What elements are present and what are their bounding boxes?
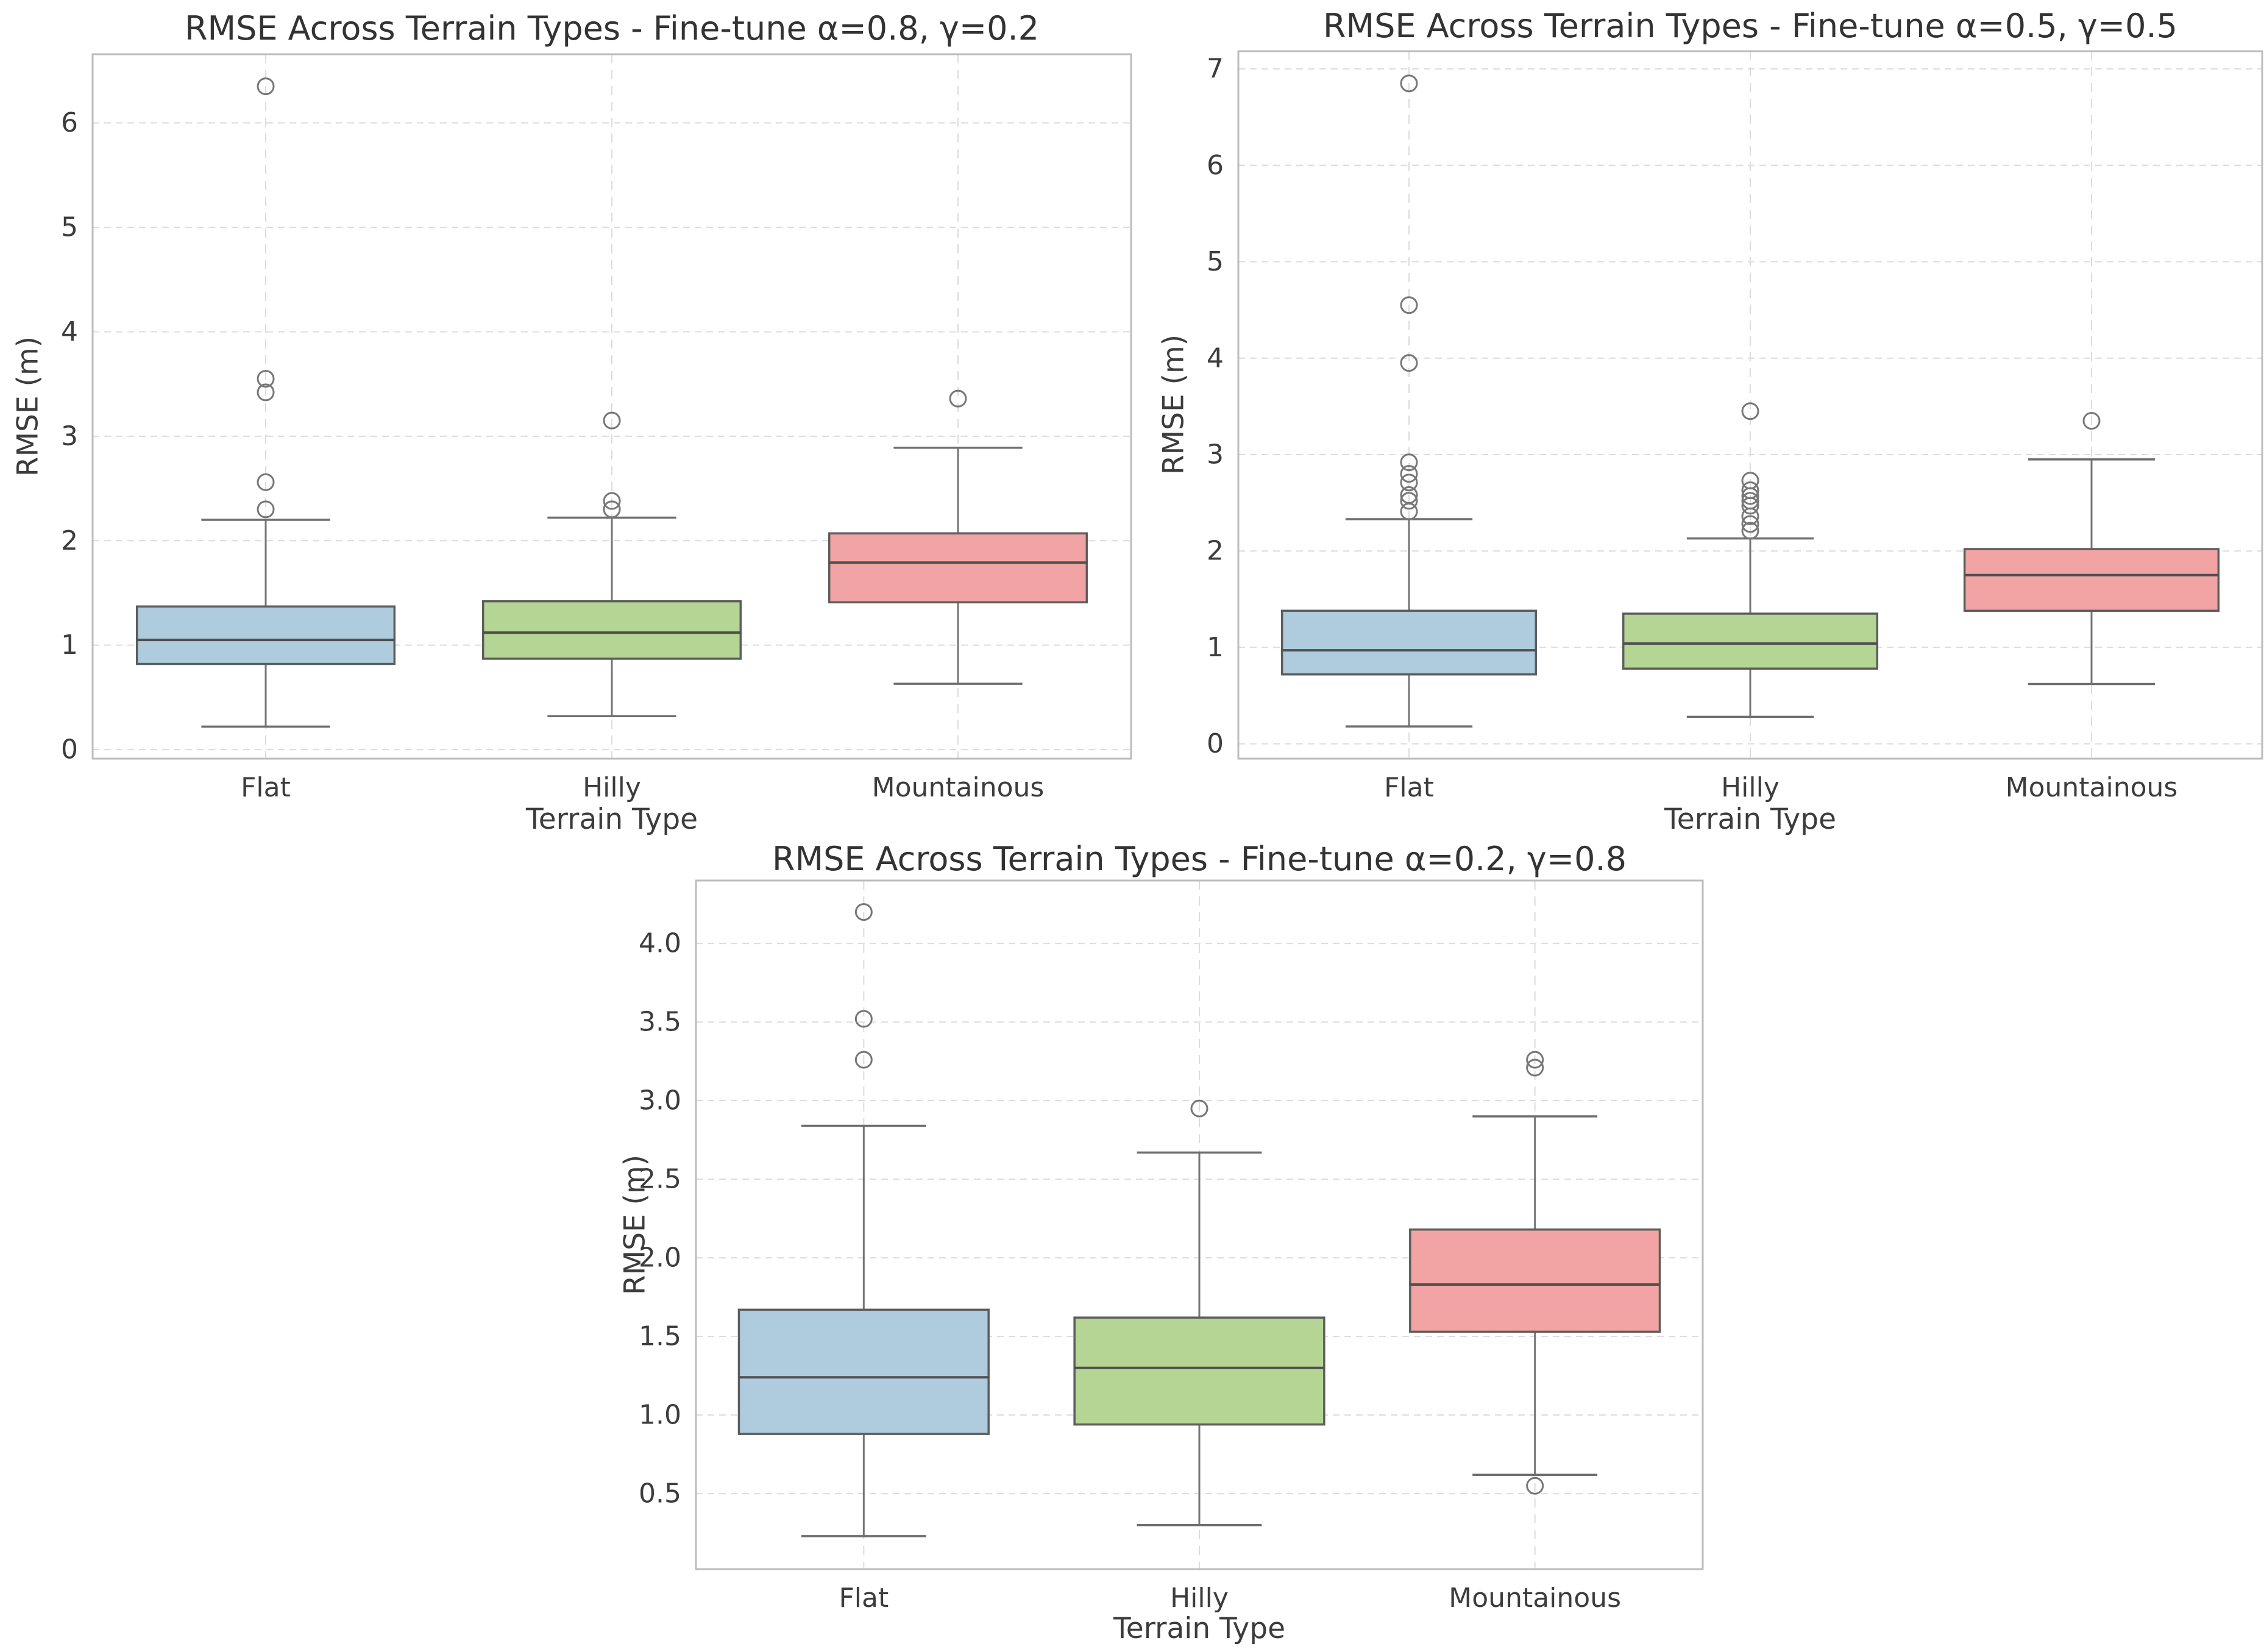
y-tick-label: 1: [61, 629, 78, 661]
axes-frame: [91, 53, 1132, 760]
x-tick-label: Flat: [839, 1583, 889, 1614]
y-tick-label: 1: [1207, 632, 1224, 663]
chart2-boxplot: 0 1 2 3 4 5 6 7 Flat Hilly Mountainous: [1207, 50, 2263, 803]
y-tick-label: 0: [1207, 728, 1224, 759]
x-tick-label: Mountainous: [1449, 1583, 1621, 1614]
box-hilly: [481, 600, 742, 660]
outlier-point-flat: [1400, 74, 1418, 93]
box-flat: [135, 605, 396, 665]
outlier-point-flat: [257, 383, 275, 402]
y-tick-label: 4: [1207, 342, 1224, 374]
box-mountainous: [1409, 1228, 1661, 1333]
outlier-point-hilly: [603, 500, 621, 519]
outlier-point-flat: [257, 473, 275, 491]
y-tick-label: 6: [1207, 150, 1224, 181]
y-tick-label: 1.0: [639, 1400, 681, 1431]
outlier-point-hilly: [603, 411, 621, 430]
y-tick-label: 3.5: [639, 1007, 681, 1038]
box-mountainous: [1963, 548, 2220, 612]
box-flat: [1280, 609, 1538, 676]
outlier-point-flat: [257, 77, 275, 96]
y-tick-label: 5: [1207, 246, 1224, 277]
outlier-point-flat: [1400, 453, 1418, 472]
x-tick-label: Mountainous: [2006, 772, 2178, 803]
y-tick-label: 3: [1207, 439, 1224, 470]
y-tick-label: 1.5: [639, 1321, 681, 1352]
chart1-title: RMSE Across Terrain Types - Fine-tune α=…: [185, 9, 1039, 48]
outlier-point-hilly: [1741, 481, 1759, 500]
outlier-point-flat: [854, 1051, 873, 1069]
y-tick-label: 6: [61, 107, 78, 138]
outlier-point-hilly: [1190, 1099, 1208, 1118]
outlier-point-mountainous: [949, 389, 967, 408]
x-tick-label: Mountainous: [872, 772, 1045, 803]
y-tick-label: 2: [61, 525, 78, 556]
chart1-boxplot: 0 1 2 3 4 5 6 Flat Hilly Mountainous: [61, 53, 1132, 803]
outlier-point-flat: [1400, 354, 1418, 372]
axes-frame: [1237, 50, 2263, 760]
outlier-point-hilly: [1741, 472, 1759, 490]
box-mountainous: [828, 532, 1088, 604]
y-tick-label: 4.0: [639, 928, 681, 959]
x-tick-label: Flat: [1384, 772, 1434, 803]
outlier-point-hilly: [1741, 402, 1759, 420]
outlier-point-hilly: [603, 492, 621, 510]
outlier-point-hilly: [1741, 522, 1759, 540]
y-tick-label: 3: [61, 420, 78, 452]
outlier-point-flat: [1400, 473, 1418, 492]
chart3-x-axis-label: Terrain Type: [1113, 1612, 1285, 1645]
y-tick-label: 3.0: [639, 1085, 681, 1116]
outlier-point-mountainous: [1526, 1058, 1544, 1077]
outlier-point-mountainous: [1526, 1477, 1544, 1495]
chart1-x-axis-label: Terrain Type: [526, 803, 698, 836]
box-hilly: [1073, 1316, 1325, 1426]
chart2-x-axis-label: Terrain Type: [1664, 803, 1836, 836]
y-tick-label: 0: [61, 734, 78, 765]
outlier-point-flat: [1400, 296, 1418, 314]
chart3-title: RMSE Across Terrain Types - Fine-tune α=…: [772, 840, 1627, 878]
axes-frame: [695, 879, 1704, 1570]
x-tick-label: Hilly: [1721, 772, 1780, 803]
y-tick-label: 5: [61, 212, 78, 243]
chart3-boxplot: 0.5 1.0 1.5 2.0 2.5 3.0 3.5 4.0 Flat Hilly Mountai…: [639, 879, 1704, 1614]
y-tick-label: 2.5: [639, 1164, 681, 1195]
outlier-point-hilly: [1741, 515, 1759, 533]
chart2-title: RMSE Across Terrain Types - Fine-tune α=…: [1323, 7, 2177, 45]
y-tick-label: 2.0: [639, 1243, 681, 1274]
outlier-point-flat: [257, 370, 275, 388]
outlier-point-flat: [1400, 486, 1418, 504]
box-hilly: [1622, 612, 1879, 670]
x-tick-label: Flat: [241, 772, 291, 803]
outlier-point-flat: [854, 1010, 873, 1028]
y-tick-label: 7: [1207, 54, 1224, 85]
x-tick-label: Hilly: [1170, 1583, 1229, 1614]
outlier-point-flat: [854, 903, 873, 921]
outlier-point-flat: [257, 500, 275, 519]
outlier-point-mountainous: [1526, 1051, 1544, 1069]
outlier-point-hilly: [1741, 492, 1759, 510]
y-tick-label: 0.5: [639, 1478, 681, 1509]
y-tick-label: 2: [1207, 536, 1224, 567]
outlier-point-flat: [1400, 492, 1418, 510]
y-tick-label: 4: [61, 316, 78, 347]
x-tick-label: Hilly: [583, 772, 641, 803]
outlier-point-flat: [1400, 465, 1418, 483]
outlier-point-mountainous: [2082, 412, 2101, 430]
box-flat: [737, 1308, 990, 1435]
